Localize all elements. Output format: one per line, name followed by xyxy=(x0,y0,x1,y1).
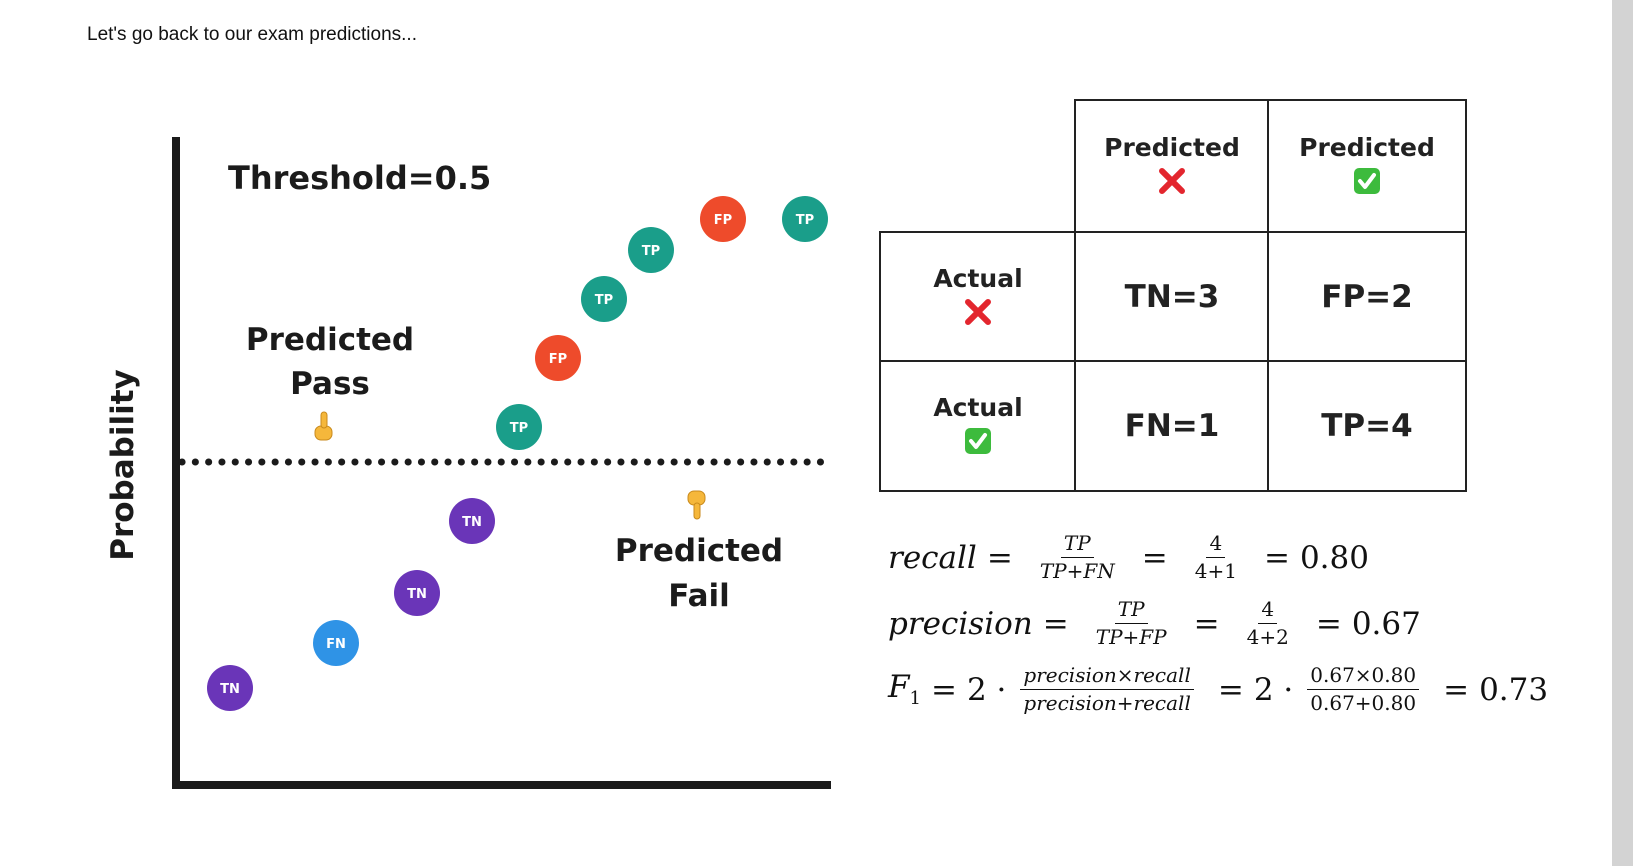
cm-row-header-label: Actual xyxy=(933,263,1023,293)
fraction-numerator: TP xyxy=(1060,532,1094,558)
point-label: FP xyxy=(714,213,732,228)
cm-col-header-predicted-positive: Predicted xyxy=(1267,99,1467,234)
fraction-numerator: precision×recall xyxy=(1020,664,1194,690)
precision-result: 0.67 xyxy=(1351,605,1421,642)
point-tp: TP xyxy=(581,276,627,322)
point-label: FP xyxy=(549,352,567,367)
cm-col-header-label: Predicted xyxy=(1104,133,1240,162)
pointing-up-icon xyxy=(314,411,333,441)
f1-fraction-numeric: 0.67×0.80 0.67+0.80 xyxy=(1307,664,1420,715)
cm-cell-tn: TN=3 xyxy=(1074,231,1270,363)
cm-cell-fp: FP=2 xyxy=(1267,231,1467,363)
f1-fraction-symbolic: precision×recall precision+recall xyxy=(1020,664,1194,715)
point-tn: TN xyxy=(394,570,440,616)
recall-formula: recall = TP TP+FN = 4 4+1 = 0.80 xyxy=(888,531,1369,583)
f1-name: F1 xyxy=(888,669,921,709)
point-marker xyxy=(782,196,828,242)
cm-cell-tp: TP=4 xyxy=(1267,360,1467,492)
point-fp: FP xyxy=(700,196,746,242)
fraction-denominator: TP+FP xyxy=(1095,625,1167,649)
cm-cell-value: TN=3 xyxy=(1124,279,1220,315)
fraction-denominator: 4+2 xyxy=(1246,625,1289,649)
point-tn: TN xyxy=(207,665,253,711)
green-check-icon xyxy=(1352,166,1382,200)
precision-fraction-symbolic: TP TP+FP xyxy=(1093,598,1170,649)
point-marker xyxy=(394,570,440,616)
point-label: TN xyxy=(407,587,427,602)
point-label: TN xyxy=(220,682,240,697)
point-marker xyxy=(628,227,674,273)
point-fn: FN xyxy=(313,620,359,666)
point-tp: TP xyxy=(782,196,828,242)
precision-formula: precision = TP TP+FP = 4 4+2 = 0.67 xyxy=(888,597,1421,649)
recall-result: 0.80 xyxy=(1299,539,1369,576)
f1-subscript: 1 xyxy=(909,688,921,710)
predicted-fail-line1: Predicted xyxy=(615,533,783,569)
red-cross-icon xyxy=(963,297,993,331)
fraction-numerator: 4 xyxy=(1258,598,1278,624)
intro-text: Let's go back to our exam predictions... xyxy=(87,24,417,45)
y-axis-label: Probability xyxy=(105,369,141,561)
cm-col-header-predicted-negative: Predicted xyxy=(1074,99,1270,234)
precision-name: precision xyxy=(888,605,1033,642)
point-fp: FP xyxy=(535,335,581,381)
f1-coefficient: 2 · xyxy=(1253,671,1294,708)
predicted-pass-line1: Predicted xyxy=(246,322,414,358)
fraction-numerator: 0.67×0.80 xyxy=(1307,664,1420,690)
point-marker xyxy=(496,404,542,450)
fraction-numerator: TP xyxy=(1114,598,1148,624)
threshold-label: Threshold=0.5 xyxy=(228,159,491,197)
point-tp: TP xyxy=(496,404,542,450)
point-tp: TP xyxy=(628,227,674,273)
cm-row-header-label: Actual xyxy=(933,392,1023,422)
f1-letter: F xyxy=(888,669,910,706)
cm-cell-value: FP=2 xyxy=(1321,279,1413,315)
fraction-numerator: 4 xyxy=(1206,532,1226,558)
cm-cell-value: TP=4 xyxy=(1321,408,1413,444)
fraction-denominator: TP+FN xyxy=(1039,559,1115,583)
cm-cell-value: FN=1 xyxy=(1124,408,1220,444)
point-label: TP xyxy=(510,421,528,436)
point-label: TP xyxy=(796,213,814,228)
point-label: TP xyxy=(595,293,613,308)
point-marker xyxy=(581,276,627,322)
cm-row-header-actual-negative: Actual xyxy=(879,231,1077,363)
point-tn: TN xyxy=(449,498,495,544)
point-marker xyxy=(207,665,253,711)
data-points: TN FN TN TN TP FP TP TP FP TP xyxy=(207,196,828,711)
threshold-diagram: Probability Threshold=0.5 Predicted Pass… xyxy=(105,137,834,789)
point-label: TP xyxy=(642,244,660,259)
red-cross-icon xyxy=(1157,166,1187,200)
f1-formula: F1 = 2 · precision×recall precision+reca… xyxy=(888,663,1549,715)
point-marker xyxy=(449,498,495,544)
fraction-denominator: 0.67+0.80 xyxy=(1310,691,1417,715)
recall-name: recall xyxy=(888,539,977,576)
predicted-fail-line2: Fail xyxy=(668,578,730,614)
recall-fraction-symbolic: TP TP+FN xyxy=(1037,532,1118,583)
green-check-icon xyxy=(963,426,993,460)
point-marker xyxy=(535,335,581,381)
fraction-denominator: 4+1 xyxy=(1194,559,1237,583)
precision-fraction-numeric: 4 4+2 xyxy=(1244,598,1292,649)
point-label: FN xyxy=(326,637,346,652)
cm-row-header-actual-positive: Actual xyxy=(879,360,1077,492)
cm-col-header-label: Predicted xyxy=(1299,133,1435,162)
point-marker xyxy=(313,620,359,666)
f1-result: 0.73 xyxy=(1479,671,1549,708)
fraction-denominator: precision+recall xyxy=(1023,691,1191,715)
cm-cell-fn: FN=1 xyxy=(1074,360,1270,492)
f1-coefficient: 2 · xyxy=(966,671,1007,708)
recall-fraction-numeric: 4 4+1 xyxy=(1192,532,1240,583)
pointing-down-icon xyxy=(687,490,706,520)
point-label: TN xyxy=(462,515,482,530)
predicted-pass-line2: Pass xyxy=(290,366,370,402)
point-marker xyxy=(700,196,746,242)
scrollbar-track[interactable] xyxy=(1612,0,1633,866)
